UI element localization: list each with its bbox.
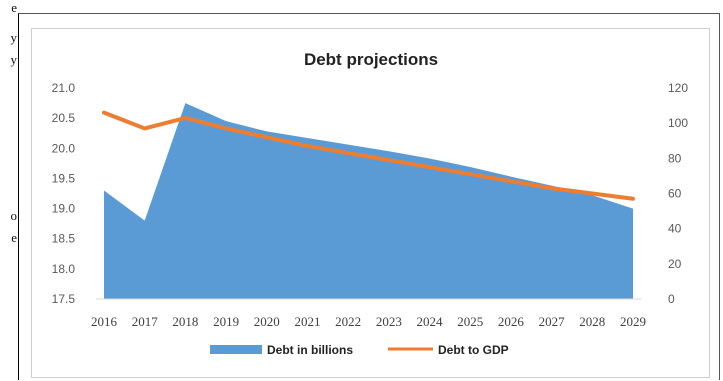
strip-letter: y (10, 30, 18, 45)
left-text-strip: e y y o e (0, 0, 18, 381)
right-tick-label: 0 (668, 292, 675, 306)
right-tick-label: 60 (668, 187, 682, 201)
x-tick-label: 2029 (620, 314, 646, 329)
chart-container: Debt projections 17.5 18.0 18.5 19.0 19.5 20.… (31, 28, 710, 378)
chart-title: Debt projections (304, 50, 438, 69)
strip-letter: y (10, 52, 18, 67)
series-area-debt-in-billions (104, 103, 633, 299)
series-line-debt-to-gdp (102, 110, 635, 201)
x-tick-label: 2017 (132, 314, 159, 329)
left-tick-label: 17.5 (52, 292, 76, 306)
left-tick-label: 19.5 (52, 171, 76, 185)
plot-area (96, 103, 641, 300)
left-tick-label: 20.5 (52, 111, 76, 125)
legend-swatch-debt-in-billions (210, 345, 262, 354)
x-tick-label: 2022 (335, 314, 361, 329)
strip-letter: o (10, 208, 18, 223)
legend-label-debt-in-billions: Debt in billions (267, 343, 353, 357)
right-axis: 0 20 40 60 80 100 120 (668, 81, 688, 306)
x-tick-label: 2024 (417, 314, 444, 329)
strip-letter: e (11, 0, 17, 15)
x-tick-label: 2025 (457, 314, 483, 329)
right-tick-label: 80 (668, 151, 682, 165)
x-tick-label: 2019 (213, 314, 239, 329)
left-axis: 17.5 18.0 18.5 19.0 19.5 20.0 20.5 21.0 (52, 81, 76, 306)
strip-letter: e (11, 230, 17, 245)
x-tick-label: 2020 (254, 314, 280, 329)
x-tick-label: 2016 (91, 314, 118, 329)
x-axis: 2016 2017 2018 2019 2020 2021 2022 2023 2024 2025… (91, 314, 646, 329)
x-tick-label: 2018 (172, 314, 198, 329)
right-tick-label: 40 (668, 222, 682, 236)
left-tick-label: 18.5 (52, 232, 76, 246)
left-tick-label: 21.0 (52, 81, 76, 95)
x-tick-label: 2023 (376, 314, 402, 329)
x-tick-label: 2027 (539, 314, 566, 329)
figure-frame (18, 13, 720, 380)
legend: Debt in billions Debt to GDP (210, 343, 509, 357)
right-tick-label: 120 (668, 81, 688, 95)
left-tick-label: 20.0 (52, 141, 76, 155)
right-tick-label: 100 (668, 116, 688, 130)
left-tick-label: 19.0 (52, 202, 76, 216)
x-tick-label: 2028 (579, 314, 605, 329)
legend-label-debt-to-gdp: Debt to GDP (438, 343, 509, 357)
x-tick-label: 2026 (498, 314, 525, 329)
debt-projections-chart: Debt projections 17.5 18.0 18.5 19.0 19.5 20.… (52, 50, 689, 357)
right-tick-label: 20 (668, 257, 682, 271)
x-tick-label: 2021 (294, 314, 320, 329)
left-tick-label: 18.0 (52, 262, 76, 276)
